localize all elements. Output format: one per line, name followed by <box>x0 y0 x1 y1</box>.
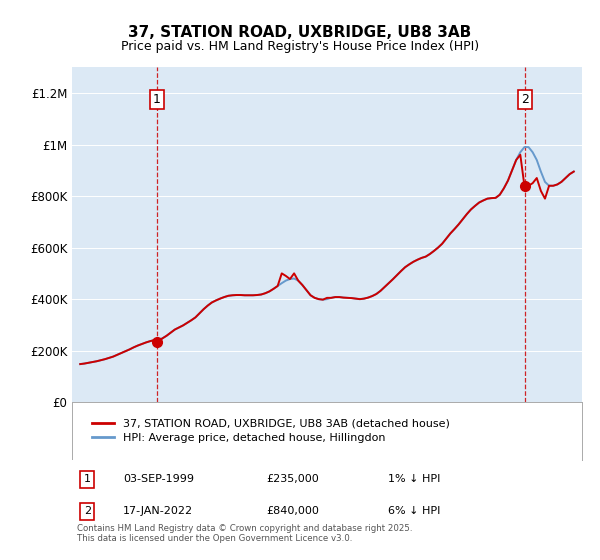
Text: Contains HM Land Registry data © Crown copyright and database right 2025.
This d: Contains HM Land Registry data © Crown c… <box>77 524 413 543</box>
Text: 37, STATION ROAD, UXBRIDGE, UB8 3AB: 37, STATION ROAD, UXBRIDGE, UB8 3AB <box>128 25 472 40</box>
Text: 1: 1 <box>153 93 161 106</box>
Legend: 37, STATION ROAD, UXBRIDGE, UB8 3AB (detached house), HPI: Average price, detach: 37, STATION ROAD, UXBRIDGE, UB8 3AB (det… <box>88 414 455 448</box>
Text: 2: 2 <box>84 506 91 516</box>
Text: 17-JAN-2022: 17-JAN-2022 <box>123 506 193 516</box>
Text: 2: 2 <box>521 93 529 106</box>
Text: 6% ↓ HPI: 6% ↓ HPI <box>388 506 440 516</box>
Text: Price paid vs. HM Land Registry's House Price Index (HPI): Price paid vs. HM Land Registry's House … <box>121 40 479 53</box>
Text: 1: 1 <box>84 474 91 484</box>
Text: £840,000: £840,000 <box>266 506 319 516</box>
Text: 03-SEP-1999: 03-SEP-1999 <box>123 474 194 484</box>
Text: 1% ↓ HPI: 1% ↓ HPI <box>388 474 440 484</box>
Text: £235,000: £235,000 <box>266 474 319 484</box>
